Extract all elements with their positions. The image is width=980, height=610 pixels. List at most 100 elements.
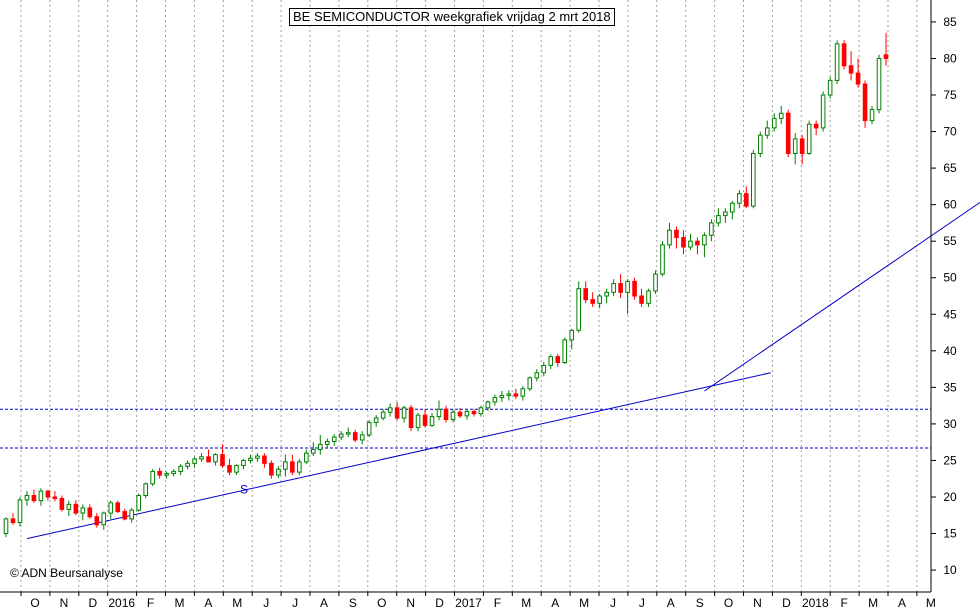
x-tick-label: S	[349, 596, 357, 610]
candle-body	[820, 94, 826, 129]
candle-body	[646, 290, 651, 304]
candle-body	[667, 229, 672, 246]
candle-body	[136, 495, 141, 511]
y-tick-label: 35	[943, 380, 957, 394]
candle-body	[757, 134, 763, 154]
candle-body	[785, 112, 791, 154]
trendline-label: S	[240, 482, 248, 496]
x-tick-label: O	[724, 596, 733, 610]
candle-body	[604, 291, 609, 297]
x-tick-label: 2017	[455, 596, 482, 610]
x-tick-label: A	[204, 596, 212, 610]
candle-body	[506, 393, 512, 396]
candle-body	[862, 83, 868, 122]
x-tick-label: J	[610, 596, 616, 610]
candle-body	[883, 54, 889, 59]
candle-body	[639, 295, 644, 304]
x-tick-label: M	[521, 596, 531, 610]
candle-body	[827, 79, 833, 96]
candle-body	[31, 495, 37, 502]
candle-body	[611, 283, 616, 293]
candle-body	[778, 112, 784, 119]
x-tick-label: N	[60, 596, 69, 610]
y-tick-label: 25	[943, 453, 957, 467]
y-tick-label: 75	[943, 88, 957, 102]
candle-body	[262, 455, 267, 464]
candle-body	[499, 394, 505, 399]
candle-body	[324, 440, 330, 445]
candle-body	[241, 459, 246, 467]
candle-body	[283, 461, 288, 470]
candle-body	[841, 43, 847, 67]
candle-body	[737, 193, 742, 204]
y-tick-label: 80	[943, 51, 957, 65]
candle-body	[338, 433, 344, 438]
candle-body	[115, 502, 121, 513]
x-tick-label: M	[232, 596, 242, 610]
candle-body	[276, 468, 281, 476]
candle-body	[688, 240, 693, 248]
candle-body	[660, 244, 665, 275]
candle-body	[269, 462, 274, 476]
y-tick-label: 60	[943, 198, 957, 212]
x-tick-label: A	[551, 596, 559, 610]
x-tick-label: F	[841, 596, 848, 610]
candle-body	[304, 452, 309, 463]
x-tick-label: J	[292, 596, 298, 610]
x-tick-label: O	[30, 596, 39, 610]
candle-body	[311, 448, 316, 454]
candle-body	[415, 414, 421, 429]
candle-body	[387, 407, 393, 413]
plot-area	[0, 0, 931, 592]
candle-body	[730, 202, 735, 213]
candle-body	[813, 123, 819, 129]
candle-body	[876, 57, 882, 111]
candle-body	[317, 443, 323, 450]
candle-body	[590, 299, 595, 304]
x-tick-label: O	[377, 596, 386, 610]
copyright-label: © ADN Beursanalyse	[10, 566, 123, 580]
candle-body	[373, 417, 379, 423]
candle-body	[129, 509, 135, 520]
x-tick-label: 2016	[108, 596, 135, 610]
candle-body	[716, 215, 721, 224]
candle-body	[443, 408, 449, 421]
candle-body	[352, 432, 358, 441]
candle-body	[527, 377, 533, 390]
candle-body	[94, 516, 100, 526]
candle-body	[234, 465, 239, 473]
candle-body	[478, 407, 484, 415]
candle-body	[394, 407, 400, 419]
candle-body	[744, 193, 749, 207]
candle-body	[625, 280, 630, 293]
candle-body	[45, 490, 51, 498]
candle-body	[471, 410, 477, 415]
candle-body	[24, 495, 30, 501]
candle-body	[457, 411, 463, 417]
candle-body	[723, 211, 728, 217]
x-tick-label: J	[639, 596, 645, 610]
candle-body	[618, 283, 623, 293]
y-tick-label: 15	[943, 527, 957, 541]
candle-body	[66, 503, 72, 510]
candle-body	[178, 465, 183, 472]
y-tick-label: 85	[943, 15, 957, 29]
candle-body	[331, 436, 337, 442]
candle-body	[541, 364, 547, 374]
candle-body	[848, 65, 854, 74]
y-tick-label: 70	[943, 125, 957, 139]
candle-body	[143, 483, 148, 497]
x-tick-label: S	[696, 596, 704, 610]
candle-body	[597, 295, 602, 304]
candle-body	[80, 507, 86, 514]
x-tick-label: M	[926, 596, 936, 610]
candle-body	[751, 152, 756, 207]
candle-body	[206, 456, 211, 463]
x-tick-label: A	[667, 596, 675, 610]
candle-body	[220, 454, 225, 467]
candle-body	[213, 454, 218, 463]
candle-body	[681, 237, 686, 248]
x-tick-label: M	[175, 596, 185, 610]
x-tick-label: N	[753, 596, 762, 610]
